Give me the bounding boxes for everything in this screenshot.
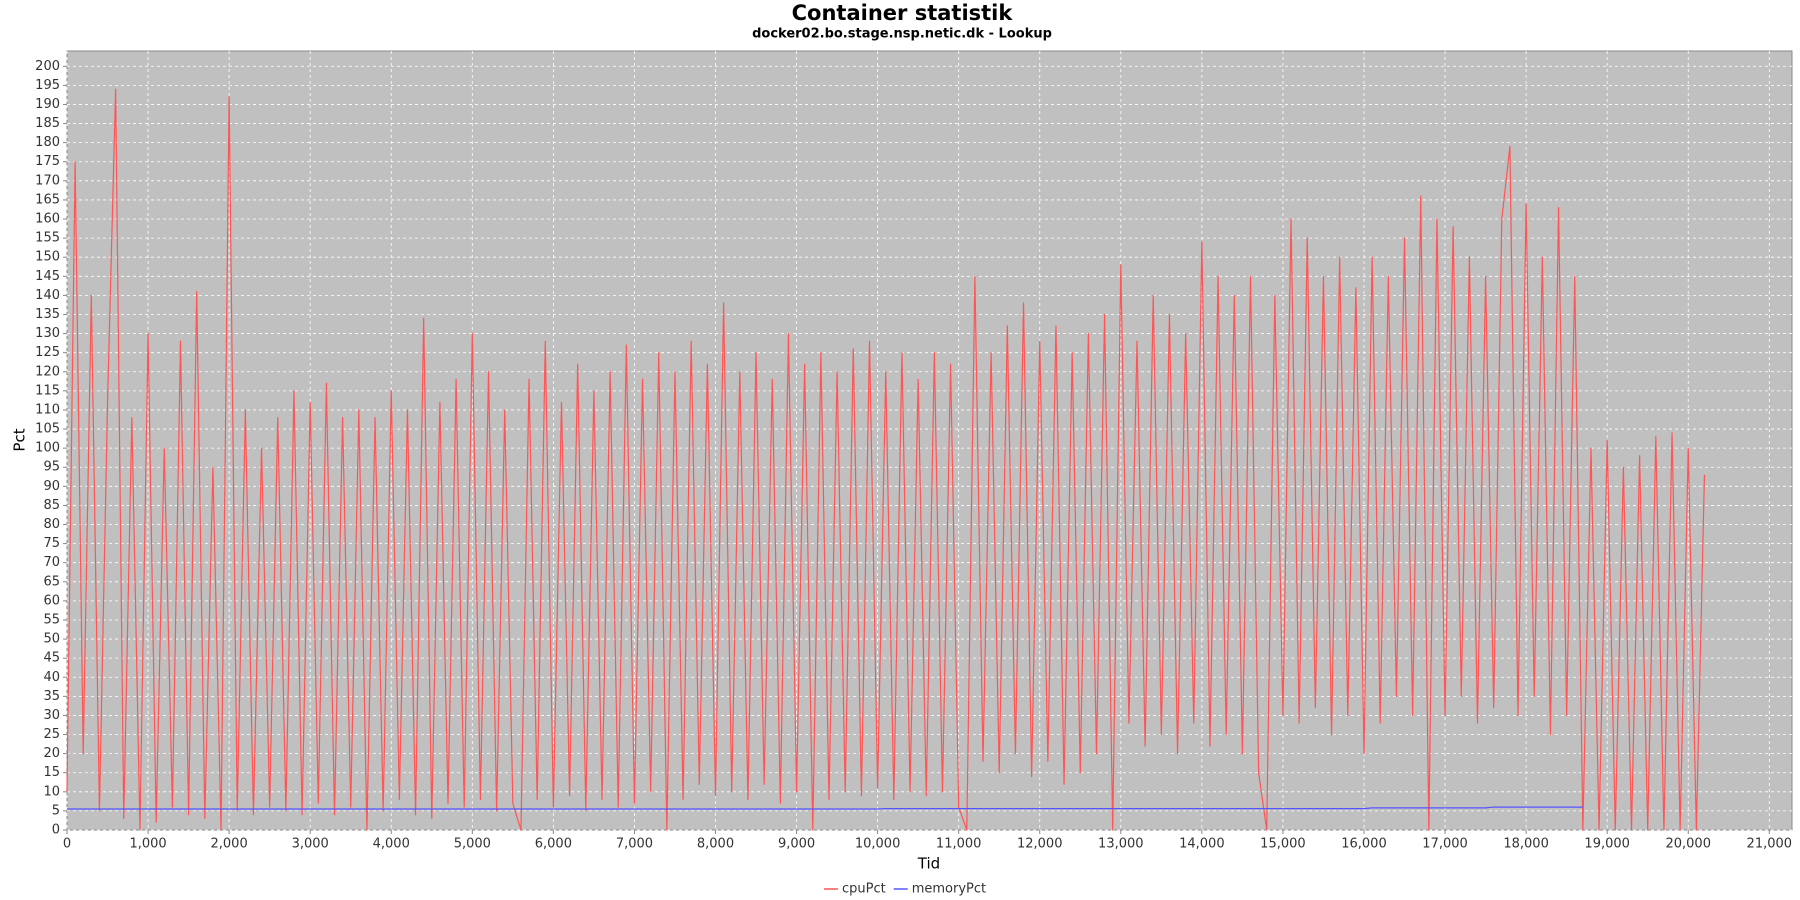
y-tick-label: 130 (35, 326, 60, 341)
y-tick-label: 75 (43, 536, 60, 551)
y-tick-label: 80 (43, 517, 60, 532)
series-lines (66, 88, 1706, 831)
y-tick-label: 55 (43, 612, 60, 627)
x-tick-label: 0 (63, 837, 71, 852)
y-tick-label: 65 (43, 574, 60, 589)
y-tick-label: 10 (43, 784, 60, 799)
y-tick-label: 190 (35, 97, 60, 112)
x-tick-label: 11,000 (936, 837, 982, 852)
y-tick-label: 35 (43, 689, 60, 704)
y-tick-label: 0 (52, 823, 60, 838)
y-tick-label: 145 (35, 269, 60, 284)
y-tick-label: 195 (35, 78, 60, 93)
x-tick-label: 10,000 (855, 837, 901, 852)
x-tick-label: 7,000 (616, 837, 653, 852)
y-tick-label: 155 (35, 231, 60, 246)
x-tick-label: 9,000 (778, 837, 815, 852)
y-tick-label: 85 (43, 498, 60, 513)
y-tick-label: 180 (35, 135, 60, 150)
y-tick-label: 90 (43, 479, 60, 494)
x-tick-label: 18,000 (1503, 837, 1549, 852)
y-tick-label: 170 (35, 173, 60, 188)
x-tick-label: 2,000 (211, 837, 248, 852)
x-tick-label: 17,000 (1422, 837, 1468, 852)
x-tick-label: 3,000 (292, 837, 329, 852)
y-tick-label: 110 (35, 402, 60, 417)
x-tick-label: 13,000 (1098, 837, 1144, 852)
y-tick-label: 45 (43, 651, 60, 666)
chart-subtitle: docker02.bo.stage.nsp.netic.dk - Lookup (752, 27, 1052, 42)
y-tick-label: 185 (35, 116, 60, 131)
y-tick-label: 30 (43, 708, 60, 723)
y-tick-label: 120 (35, 364, 60, 379)
y-tick-label: 100 (35, 441, 60, 456)
y-tick-label: 125 (35, 345, 60, 360)
x-tick-label: 19,000 (1584, 837, 1630, 852)
y-tick-label: 200 (35, 59, 60, 74)
y-tick-label: 15 (43, 765, 60, 780)
y-tick-label: 25 (43, 727, 60, 742)
legend-label: memoryPct (912, 882, 986, 897)
axes: 0 5 10 15 20 25 30 35 40 45 50 55 60 65 70 75 80 85 90 95 10… (35, 59, 1792, 852)
y-tick-label: 135 (35, 307, 60, 322)
y-tick-label: 20 (43, 746, 60, 761)
y-axis-label: Pct (11, 428, 29, 451)
y-tick-label: 70 (43, 555, 60, 570)
x-tick-label: 12,000 (1017, 837, 1063, 852)
series-line (66, 88, 1706, 831)
series-line (67, 806, 1583, 810)
x-tick-label: 6,000 (535, 837, 572, 852)
x-tick-label: 20,000 (1665, 837, 1711, 852)
x-tick-label: 21,000 (1747, 837, 1793, 852)
legend-label: cpuPct (842, 882, 886, 897)
y-tick-label: 95 (43, 460, 60, 475)
legend: cpuPct memoryPct (824, 882, 986, 897)
x-tick-label: 15,000 (1260, 837, 1306, 852)
x-tick-label: 14,000 (1179, 837, 1225, 852)
x-tick-label: 4,000 (373, 837, 410, 852)
x-tick-label: 5,000 (454, 837, 491, 852)
y-tick-label: 115 (35, 383, 60, 398)
x-tick-label: 1,000 (129, 837, 166, 852)
y-tick-label: 5 (52, 803, 60, 818)
y-tick-label: 160 (35, 212, 60, 227)
x-tick-label: 16,000 (1341, 837, 1387, 852)
y-tick-label: 140 (35, 288, 60, 303)
y-tick-label: 60 (43, 593, 60, 608)
y-tick-label: 40 (43, 670, 60, 685)
x-axis-label: Tid (917, 855, 940, 873)
y-tick-label: 50 (43, 632, 60, 647)
y-tick-label: 150 (35, 250, 60, 265)
y-tick-label: 105 (35, 422, 60, 437)
x-tick-label: 8,000 (697, 837, 734, 852)
y-tick-label: 165 (35, 192, 60, 207)
chart-title: Container statistik (792, 1, 1014, 25)
y-tick-label: 175 (35, 154, 60, 169)
plot-area (66, 50, 1793, 831)
